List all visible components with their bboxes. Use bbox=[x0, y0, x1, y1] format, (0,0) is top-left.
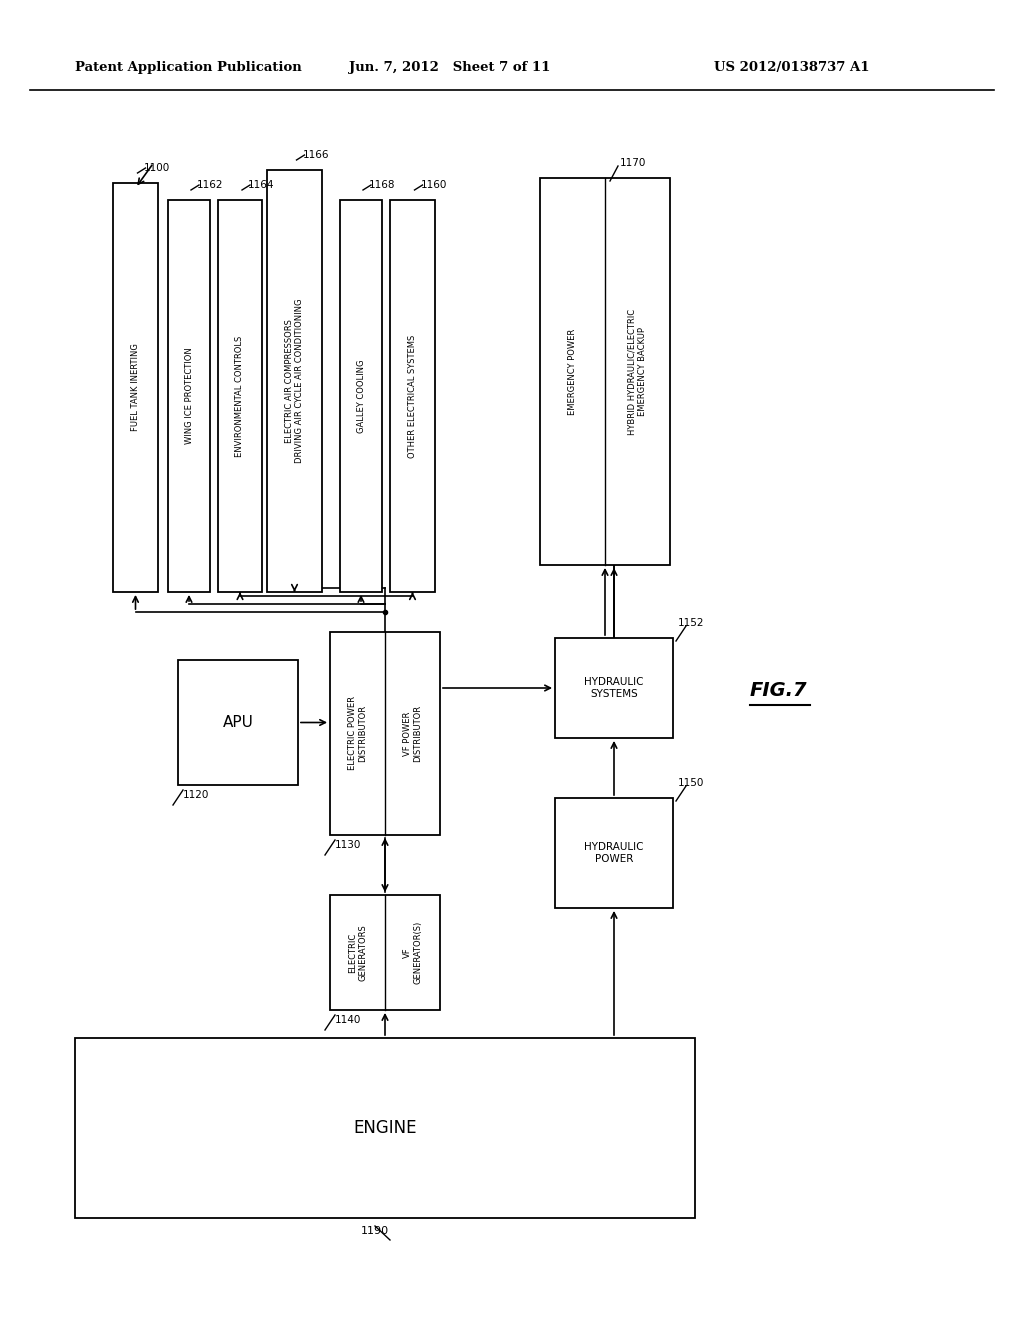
Bar bbox=[330, 632, 440, 836]
Bar bbox=[390, 201, 435, 591]
Text: ELECTRIC AIR COMPRESSORS
DRIVING AIR CYCLE AIR CONDITIONING: ELECTRIC AIR COMPRESSORS DRIVING AIR CYC… bbox=[285, 298, 304, 463]
Text: HYBRID HYDRAULIC/ELECTRIC
EMERGENCY BACKUP: HYBRID HYDRAULIC/ELECTRIC EMERGENCY BACK… bbox=[628, 309, 647, 434]
Bar bbox=[267, 170, 322, 591]
Text: US 2012/0138737 A1: US 2012/0138737 A1 bbox=[715, 62, 870, 74]
Text: ELECTRIC POWER
DISTRIBUTOR: ELECTRIC POWER DISTRIBUTOR bbox=[348, 697, 368, 771]
Text: 1160: 1160 bbox=[421, 180, 446, 190]
Text: 1164: 1164 bbox=[248, 180, 274, 190]
Text: ELECTRIC
GENERATORS: ELECTRIC GENERATORS bbox=[348, 924, 368, 981]
Text: 1130: 1130 bbox=[335, 840, 361, 850]
Text: ENGINE: ENGINE bbox=[353, 1119, 417, 1137]
Bar bbox=[113, 183, 158, 591]
Text: VF POWER
DISTRIBUTOR: VF POWER DISTRIBUTOR bbox=[402, 705, 422, 762]
Text: 1150: 1150 bbox=[678, 777, 705, 788]
Text: WING ICE PROTECTION: WING ICE PROTECTION bbox=[184, 347, 194, 445]
Text: ENVIRONMENTAL CONTROLS: ENVIRONMENTAL CONTROLS bbox=[236, 335, 245, 457]
Text: 1100: 1100 bbox=[143, 162, 170, 173]
Text: APU: APU bbox=[222, 715, 253, 730]
Bar bbox=[178, 660, 298, 785]
Bar bbox=[340, 201, 382, 591]
Text: Patent Application Publication: Patent Application Publication bbox=[75, 62, 302, 74]
Text: 1140: 1140 bbox=[335, 1015, 361, 1026]
Bar bbox=[168, 201, 210, 591]
Text: 1152: 1152 bbox=[678, 618, 705, 628]
Text: VF
GENERATOR(S): VF GENERATOR(S) bbox=[402, 921, 422, 985]
Text: 1168: 1168 bbox=[369, 180, 395, 190]
Text: 1162: 1162 bbox=[197, 180, 223, 190]
Text: FUEL TANK INERTING: FUEL TANK INERTING bbox=[131, 343, 140, 432]
Text: HYDRAULIC
SYSTEMS: HYDRAULIC SYSTEMS bbox=[585, 677, 644, 698]
Text: 1120: 1120 bbox=[183, 789, 209, 800]
Text: OTHER ELECTRICAL SYSTEMS: OTHER ELECTRICAL SYSTEMS bbox=[408, 334, 417, 458]
Text: EMERGENCY POWER: EMERGENCY POWER bbox=[568, 329, 577, 414]
Text: HYDRAULIC
POWER: HYDRAULIC POWER bbox=[585, 842, 644, 863]
Text: Jun. 7, 2012   Sheet 7 of 11: Jun. 7, 2012 Sheet 7 of 11 bbox=[349, 62, 551, 74]
Text: FIG.7: FIG.7 bbox=[750, 681, 808, 700]
Bar bbox=[540, 178, 670, 565]
Bar bbox=[555, 799, 673, 908]
Bar bbox=[330, 895, 440, 1010]
Text: 1190: 1190 bbox=[360, 1226, 389, 1236]
Bar bbox=[218, 201, 262, 591]
Bar bbox=[75, 1038, 695, 1218]
Text: 1170: 1170 bbox=[620, 158, 646, 168]
Text: GALLEY COOLING: GALLEY COOLING bbox=[356, 359, 366, 433]
Bar bbox=[555, 638, 673, 738]
Text: 1166: 1166 bbox=[302, 150, 329, 160]
